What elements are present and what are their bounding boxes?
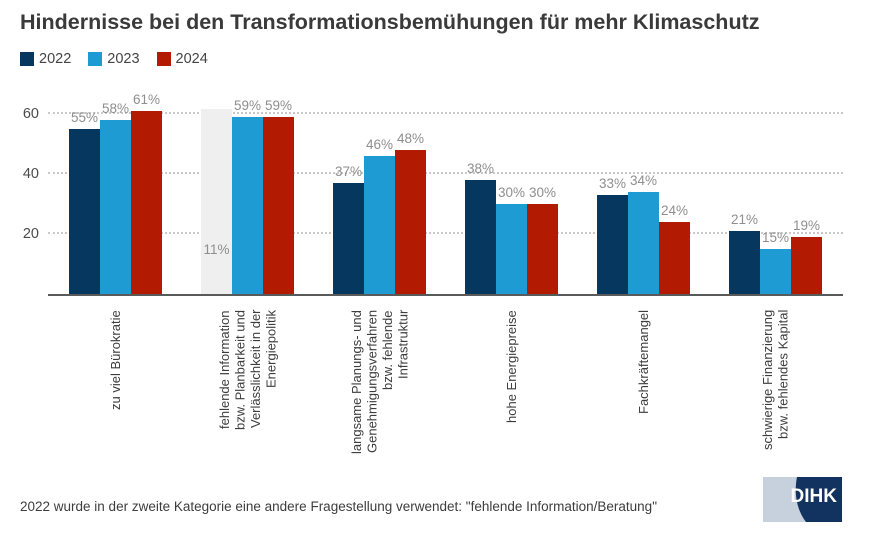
bar-slot: 46% [364, 109, 395, 294]
bar-group: 21% 15% 19% [729, 109, 822, 294]
value-label: 34% [629, 173, 658, 188]
bar-2023 [628, 192, 659, 294]
bar-2022 [69, 129, 100, 294]
bar-group: 11% 59% 59% [201, 98, 294, 294]
bar-2024 [263, 117, 294, 294]
bar-slot: 34% [628, 109, 659, 294]
legend-swatch-2024 [156, 52, 171, 66]
bar-group: 37% 46% 48% [333, 109, 426, 294]
category-label: fehlende Information bzw. Planbarkeit un… [216, 310, 279, 430]
bar-slot: 19% [791, 109, 822, 294]
value-label: 55% [70, 110, 99, 125]
gridline-20 [48, 232, 843, 234]
bar-2023 [364, 156, 395, 294]
bar-2023 [232, 117, 263, 294]
legend-item-2023: 2023 [88, 51, 140, 67]
legend: 2022 2023 2024 [20, 51, 208, 67]
legend-swatch-2023 [88, 52, 103, 66]
dihk-logo-graphic: DIHK [763, 477, 842, 522]
category-label: zu viel Bürokratie [107, 310, 123, 410]
value-label: 61% [132, 92, 161, 107]
bar-group: 38% 30% 30% [465, 109, 558, 294]
category-label: schwierige Finanzierung bzw. fehlendes K… [760, 310, 791, 451]
bar-slot: 48% [395, 109, 426, 294]
bar-slot: 61% [131, 92, 162, 294]
category-cell: zu viel Bürokratie [69, 310, 162, 470]
value-label: 24% [660, 203, 689, 218]
category-cell: hohe Energiepreise [465, 310, 558, 470]
value-label: 33% [598, 176, 627, 191]
category-cell: Fachkräftemangel [597, 310, 690, 470]
bar-slot: 38% [465, 109, 496, 294]
legend-label: 2023 [107, 51, 140, 67]
bar-2022 [597, 195, 628, 294]
bar-2024 [395, 150, 426, 294]
legend-label: 2024 [175, 51, 208, 67]
bar-slot: 24% [659, 109, 690, 294]
value-label: 11% [203, 242, 230, 257]
bar-chart: 20 40 60 55% 58% 61% 11% 59% 59% 37% 46% 48% 38% 30% 3… [23, 92, 843, 470]
y-axis-tick-label: 40 [22, 166, 39, 182]
category-label: Fachkräftemangel [635, 310, 651, 415]
bar-slot: 15% [760, 109, 791, 294]
bar-slot: 30% [527, 109, 558, 294]
bar-2024 [131, 111, 162, 294]
legend-item-2022: 2022 [20, 51, 71, 67]
bar-slot: 59% [232, 98, 263, 294]
logo-navy-panel [795, 477, 842, 522]
bar-slot: 59% [263, 98, 294, 294]
bar-slot: 33% [597, 109, 628, 294]
value-label: 19% [792, 218, 821, 233]
bar-slot: 11% [201, 109, 232, 294]
bar-slot: 21% [729, 109, 760, 294]
value-label: 59% [264, 98, 293, 113]
category-label: hohe Energiepreise [503, 310, 519, 423]
value-label: 37% [334, 164, 363, 179]
bar-slot: 58% [100, 101, 131, 294]
plot-area: 20 40 60 55% 58% 61% 11% 59% 59% 37% 46% 48% 38% 30% 3… [23, 92, 843, 296]
value-label: 21% [730, 212, 759, 227]
category-cell: langsame Planungs- und Genehmigungsverfa… [333, 310, 426, 470]
bar-group: 55% 58% 61% [69, 92, 162, 294]
gridline-60 [48, 112, 843, 114]
footnote: 2022 wurde in der zweite Kategorie eine … [20, 499, 657, 514]
value-label: 30% [528, 185, 557, 200]
category-axis: zu viel Bürokratie fehlende Information b… [48, 310, 843, 470]
legend-item-2024: 2024 [156, 51, 208, 67]
bar-slot: 37% [333, 109, 364, 294]
bar-2024 [659, 222, 690, 294]
bar-2023 [760, 249, 791, 294]
bar-group: 33% 34% 24% [597, 109, 690, 294]
value-label: 58% [101, 101, 130, 116]
value-label: 38% [466, 161, 495, 176]
legend-swatch-2022 [20, 52, 34, 66]
logo-wordmark: DIHK [791, 486, 838, 507]
gridline-40 [48, 172, 843, 174]
value-label: 30% [497, 185, 526, 200]
dihk-logo: DIHK [763, 477, 842, 522]
category-cell: schwierige Finanzierung bzw. fehlendes K… [729, 310, 822, 470]
y-axis-tick-label: 60 [22, 106, 39, 122]
legend-label: 2022 [39, 51, 72, 67]
category-label: langsame Planungs- und Genehmigungsverfa… [348, 310, 411, 454]
bar-2023 [496, 204, 527, 294]
bar-2023 [100, 120, 131, 294]
bar-2022 [333, 183, 364, 294]
y-axis-tick-label: 20 [22, 226, 39, 242]
bar-2022 [729, 231, 760, 294]
bar-slot: 30% [496, 109, 527, 294]
value-label: 46% [365, 137, 394, 152]
chart-title: Hindernisse bei den Transformationsbemüh… [20, 10, 760, 34]
bar-2022 [465, 180, 496, 294]
highlight-column [201, 109, 232, 294]
category-cell: fehlende Information bzw. Planbarkeit un… [201, 310, 294, 470]
value-label: 59% [233, 98, 262, 113]
bar-2024 [791, 237, 822, 294]
bar-2024 [527, 204, 558, 294]
value-label: 15% [761, 230, 790, 245]
value-label: 48% [396, 131, 425, 146]
bar-slot: 55% [69, 109, 100, 294]
